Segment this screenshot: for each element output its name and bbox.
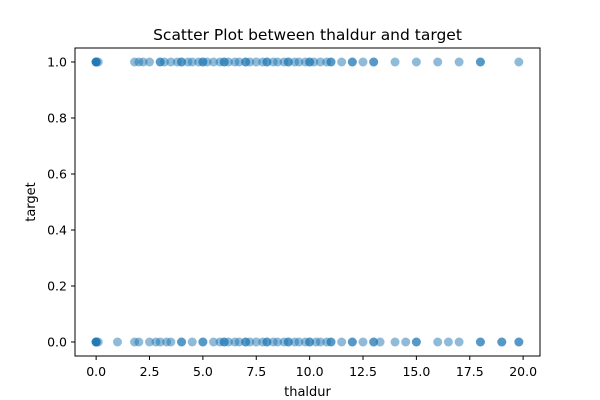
points-layer [91, 57, 524, 347]
y-tick-label: 0.0 [47, 335, 67, 350]
chart-title: Scatter Plot between thaldur and target [153, 26, 462, 44]
scatter-point [93, 337, 103, 347]
scatter-point [315, 57, 325, 67]
scatter-point [177, 337, 187, 347]
x-tick-label: 10.0 [296, 364, 324, 379]
y-axis-ticks: 0.0 0.2 0.4 0.6 0.8 1.0 [47, 55, 75, 350]
scatter-point [375, 337, 385, 347]
x-tick-label: 20.0 [509, 364, 537, 379]
x-tick-label: 0.0 [86, 364, 106, 379]
x-axis-label: thaldur [284, 385, 331, 400]
scatter-point [514, 337, 524, 347]
scatter-point [337, 57, 347, 67]
plot-frame [74, 47, 541, 357]
scatter-point [347, 57, 357, 67]
scatter-point [234, 337, 244, 347]
scatter-point [245, 57, 255, 67]
scatter-point [209, 337, 219, 347]
scatter-point [166, 57, 176, 67]
scatter-point [433, 337, 443, 347]
scatter-point [245, 337, 255, 347]
scatter-point [326, 57, 336, 67]
scatter-point [309, 57, 319, 67]
x-tick-label: 2.5 [140, 364, 160, 379]
scatter-point [443, 337, 453, 347]
scatter-point [294, 337, 304, 347]
scatter-point [326, 337, 336, 347]
scatter-point [224, 57, 234, 67]
scatter-point [433, 57, 443, 67]
scatter-point [251, 57, 261, 67]
y-tick-label: 0.4 [47, 223, 67, 238]
scatter-point [401, 337, 411, 347]
x-tick-label: 7.5 [246, 364, 266, 379]
scatter-point [112, 337, 122, 347]
scatter-point [159, 57, 169, 67]
x-tick-label: 5.0 [193, 364, 213, 379]
y-axis-label: target [24, 182, 39, 222]
scatter-point [497, 337, 507, 347]
scatter-point [202, 57, 212, 67]
scatter-point [134, 337, 144, 347]
scatter-point [347, 337, 357, 347]
scatter-point [198, 337, 208, 347]
scatter-point [166, 337, 176, 347]
scatter-point [273, 57, 283, 67]
scatter-point [369, 57, 379, 67]
y-tick-label: 1.0 [47, 55, 67, 70]
scatter-point [234, 57, 244, 67]
scatter-point [454, 337, 464, 347]
scatter-point [187, 337, 197, 347]
scatter-point [411, 57, 421, 67]
scatter-point [358, 57, 368, 67]
scatter-point [454, 57, 464, 67]
scatter-point [93, 57, 103, 67]
scatter-point [251, 337, 261, 347]
scatter-point [390, 337, 400, 347]
scatter-point [514, 57, 524, 67]
y-tick-label: 0.6 [47, 167, 67, 182]
scatter-point [273, 337, 283, 347]
y-tick-label: 0.8 [47, 111, 67, 126]
y-tick-label: 0.2 [47, 279, 67, 294]
x-tick-label: 17.5 [456, 364, 484, 379]
scatter-point [224, 337, 234, 347]
scatter-point [337, 337, 347, 347]
scatter-point [305, 337, 315, 347]
scatter-point [411, 337, 421, 347]
scatter-point [369, 337, 379, 347]
scatter-point [145, 337, 155, 347]
scatter-point [390, 57, 400, 67]
x-tick-label: 12.5 [349, 364, 377, 379]
scatter-point [145, 57, 155, 67]
scatter-point [209, 57, 219, 67]
scatter-point [138, 57, 148, 67]
scatter-point [283, 337, 293, 347]
scatter-point [315, 337, 325, 347]
scatter-point [177, 57, 187, 67]
scatter-point [475, 337, 485, 347]
x-tick-label: 15.0 [402, 364, 430, 379]
scatter-point [358, 337, 368, 347]
scatter-point [294, 57, 304, 67]
scatter-point [187, 57, 197, 67]
scatter-point [155, 337, 165, 347]
scatter-point [475, 57, 485, 67]
x-axis-ticks: 0.0 2.5 5.0 7.5 10.0 12.5 15.0 17.5 20.0 [86, 356, 537, 379]
scatter-point [262, 57, 272, 67]
scatter-point [283, 57, 293, 67]
scatter-point [262, 337, 272, 347]
